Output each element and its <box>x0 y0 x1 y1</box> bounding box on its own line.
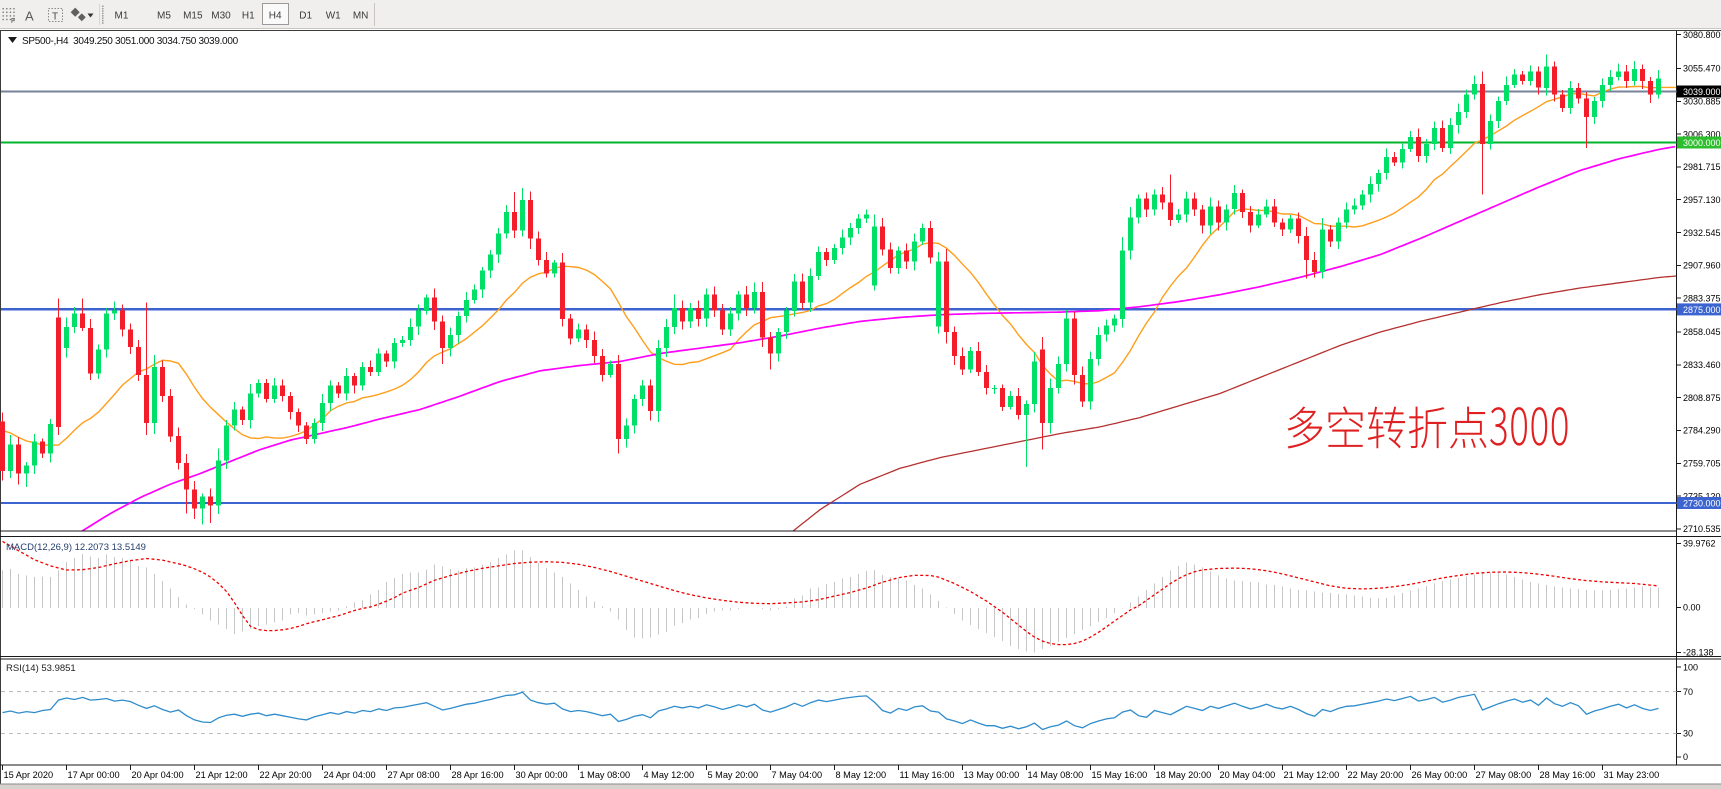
svg-text:27 May 08:00: 27 May 08:00 <box>1476 770 1532 780</box>
svg-text:T: T <box>52 12 58 23</box>
svg-text:22 Apr 20:00: 22 Apr 20:00 <box>260 770 312 780</box>
svg-text:28 May 16:00: 28 May 16:00 <box>1540 770 1596 780</box>
svg-text:2883.375: 2883.375 <box>1683 293 1721 303</box>
svg-text:31 May 23:00: 31 May 23:00 <box>1604 770 1660 780</box>
svg-text:2808.875: 2808.875 <box>1683 393 1721 403</box>
svg-text:MACD(12,26,9) 12.2073 13.5149: MACD(12,26,9) 12.2073 13.5149 <box>6 542 146 553</box>
svg-text:RSI(14) 53.9851: RSI(14) 53.9851 <box>6 663 76 674</box>
svg-text:W1: W1 <box>326 11 341 22</box>
svg-text:21 May 12:00: 21 May 12:00 <box>1284 770 1340 780</box>
svg-text:39.9762: 39.9762 <box>1683 539 1716 549</box>
svg-text:2957.130: 2957.130 <box>1683 195 1721 205</box>
svg-text:2710.535: 2710.535 <box>1683 524 1721 534</box>
svg-text:A: A <box>25 9 34 24</box>
svg-text:24 Apr 04:00: 24 Apr 04:00 <box>324 770 376 780</box>
svg-text:100: 100 <box>1683 662 1698 672</box>
svg-text:2784.290: 2784.290 <box>1683 426 1721 436</box>
svg-text:13 May 00:00: 13 May 00:00 <box>964 770 1020 780</box>
svg-text:15 Apr 2020: 15 Apr 2020 <box>4 770 54 780</box>
svg-text:2730.000: 2730.000 <box>1683 498 1721 508</box>
svg-text:21 Apr 12:00: 21 Apr 12:00 <box>196 770 248 780</box>
svg-text:SP500-,H4 3049.250 3051.000 3: SP500-,H4 3049.250 3051.000 3034.750 303… <box>22 36 239 47</box>
svg-text:2833.460: 2833.460 <box>1683 360 1721 370</box>
svg-text:3039.000: 3039.000 <box>1683 87 1721 97</box>
svg-text:70: 70 <box>1683 687 1693 697</box>
svg-text:M1: M1 <box>115 11 129 22</box>
svg-text:3006.300: 3006.300 <box>1683 129 1721 139</box>
svg-text:3030.885: 3030.885 <box>1683 97 1721 107</box>
svg-text:3055.470: 3055.470 <box>1683 64 1721 74</box>
svg-text:2858.045: 2858.045 <box>1683 327 1721 337</box>
svg-text:2759.705: 2759.705 <box>1683 459 1721 469</box>
svg-text:0: 0 <box>1683 752 1688 762</box>
svg-text:M15: M15 <box>183 11 203 22</box>
svg-text:2735.120: 2735.120 <box>1683 491 1721 501</box>
svg-text:H4: H4 <box>269 11 282 22</box>
svg-text:18 May 20:00: 18 May 20:00 <box>1156 770 1212 780</box>
svg-text:22 May 20:00: 22 May 20:00 <box>1348 770 1404 780</box>
svg-text:D1: D1 <box>299 11 312 22</box>
svg-text:17 Apr 00:00: 17 Apr 00:00 <box>68 770 120 780</box>
svg-text:11 May 16:00: 11 May 16:00 <box>900 770 955 780</box>
svg-text:2875.000: 2875.000 <box>1683 305 1721 315</box>
svg-text:2907.960: 2907.960 <box>1683 261 1721 271</box>
svg-text:M5: M5 <box>157 11 171 22</box>
svg-text:3000.000: 3000.000 <box>1683 138 1721 148</box>
svg-text:5 May 20:00: 5 May 20:00 <box>708 770 759 780</box>
svg-text:2932.545: 2932.545 <box>1683 228 1721 238</box>
svg-text:14 May 08:00: 14 May 08:00 <box>1028 770 1084 780</box>
svg-text:30 Apr 00:00: 30 Apr 00:00 <box>516 770 568 780</box>
svg-text:20 May 04:00: 20 May 04:00 <box>1220 770 1276 780</box>
svg-text:3080.800: 3080.800 <box>1683 30 1721 40</box>
svg-text:M30: M30 <box>211 11 231 22</box>
svg-text:2981.715: 2981.715 <box>1683 162 1721 172</box>
svg-text:30: 30 <box>1683 729 1693 739</box>
svg-text:28 Apr 16:00: 28 Apr 16:00 <box>452 770 504 780</box>
svg-text:H1: H1 <box>242 11 255 22</box>
svg-text:20 Apr 04:00: 20 Apr 04:00 <box>132 770 184 780</box>
svg-text:7 May 04:00: 7 May 04:00 <box>772 770 823 780</box>
svg-text:15 May 16:00: 15 May 16:00 <box>1092 770 1148 780</box>
svg-text:8 May 12:00: 8 May 12:00 <box>836 770 887 780</box>
svg-text:MN: MN <box>353 11 369 22</box>
svg-text:26 May 00:00: 26 May 00:00 <box>1412 770 1468 780</box>
svg-text:F: F <box>11 18 15 25</box>
svg-text:0.00: 0.00 <box>1683 603 1701 613</box>
svg-text:1 May 08:00: 1 May 08:00 <box>580 770 631 780</box>
svg-text:-28.138: -28.138 <box>1683 648 1714 658</box>
svg-text:27 Apr 08:00: 27 Apr 08:00 <box>388 770 440 780</box>
svg-text:4 May 12:00: 4 May 12:00 <box>644 770 695 780</box>
